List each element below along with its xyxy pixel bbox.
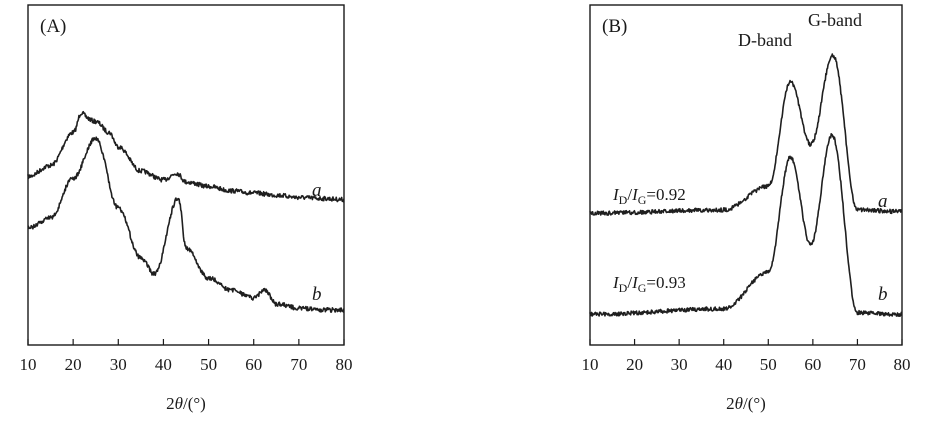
panel-a: (A) 10 20 30 40 50 60 70 80 a b 2θ/(°) [20,4,353,413]
panel-b-x-axis-title: 2θ/(°) [726,394,766,413]
panel-a-series-a-label: a [312,180,322,201]
x-tick-label: 70 [290,355,307,374]
x-tick-label: 50 [760,355,777,374]
x-tick-label: 70 [849,355,866,374]
x-tick-label: 80 [336,355,353,374]
x-tick-label: 80 [894,355,911,374]
panel-a-x-ticks: 10 20 30 40 50 60 70 80 [20,339,353,374]
panel-b-series-a-label: a [878,191,888,212]
x-tick-label: 20 [626,355,643,374]
x-tick-label: 20 [65,355,82,374]
panel-b-label: (B) [602,16,627,37]
series-b-trace [27,136,345,313]
x-tick-label: 40 [155,355,172,374]
panel-b-series-b-label: b [878,284,888,305]
panel-b-x-ticks: 10 20 30 40 50 60 70 80 [582,339,911,374]
panel-a-label: (A) [40,16,66,37]
series-b-trace [589,133,903,317]
x-tick-label: 40 [715,355,732,374]
panel-b: (B) 10 20 30 40 50 60 70 80 D-band G-band ID/IG… [582,4,911,413]
panel-b-traces [589,53,903,317]
panel-a-plot-frame [27,4,345,346]
series-a-trace [27,110,345,203]
panel-b-series-b-ratio: ID/IG=0.93 [612,273,686,295]
panel-b-series-a-ratio: ID/IG=0.92 [612,185,686,207]
x-tick-label: 30 [671,355,688,374]
x-tick-label: 60 [804,355,821,374]
d-band-label: D-band [738,30,792,50]
panel-a-series-b-label: b [312,284,322,305]
x-tick-label: 10 [20,355,37,374]
x-tick-label: 50 [200,355,217,374]
x-tick-label: 30 [110,355,127,374]
panel-b-plot-frame [589,4,903,346]
panel-a-traces [27,110,345,313]
x-tick-label: 60 [245,355,262,374]
series-a-trace [589,53,903,216]
x-tick-label: 10 [582,355,599,374]
g-band-label: G-band [808,10,862,30]
panel-a-x-axis-title: 2θ/(°) [166,394,206,413]
